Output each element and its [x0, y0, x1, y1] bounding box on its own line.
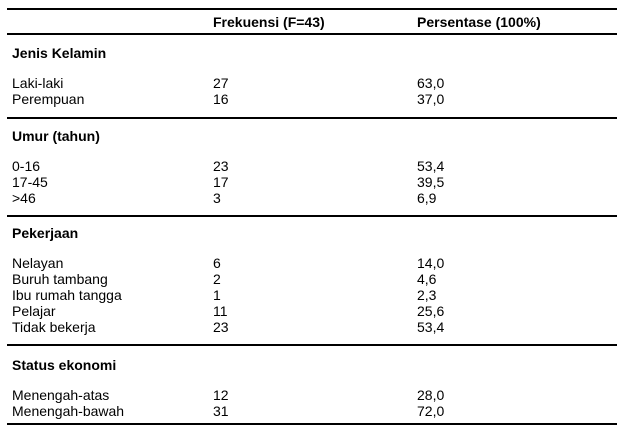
row-frequency: 2 [213, 271, 221, 287]
row-label: Menengah-atas [12, 387, 110, 403]
row-frequency: 31 [213, 403, 229, 419]
section-rows: 0-16 23 53,4 17-45 17 39,5 >46 3 6,9 [7, 158, 617, 206]
table-body: Jenis Kelamin Laki-laki 27 63,0 Perempua… [7, 35, 617, 425]
row-frequency: 6 [213, 255, 221, 271]
row-label: Laki-laki [12, 75, 64, 91]
row-percentage: 2,3 [417, 287, 437, 303]
table-section: Jenis Kelamin Laki-laki 27 63,0 Perempua… [7, 35, 617, 119]
row-frequency: 16 [213, 91, 229, 107]
row-frequency: 3 [213, 190, 221, 206]
table-row: Menengah-atas 12 28,0 [7, 387, 617, 403]
section-heading: Umur (tahun) [12, 128, 100, 144]
table-row: Tidak bekerja 23 53,4 [7, 319, 617, 335]
row-label: Ibu rumah tangga [12, 287, 122, 303]
row-percentage: 39,5 [417, 174, 445, 190]
table-row: Buruh tambang 2 4,6 [7, 271, 617, 287]
row-percentage: 63,0 [417, 75, 445, 91]
row-frequency: 27 [213, 75, 229, 91]
section-rows: Nelayan 6 14,0 Buruh tambang 2 4,6 Ibu r… [7, 255, 617, 335]
row-percentage: 37,0 [417, 91, 445, 107]
table-section: Status ekonomi Menengah-atas 12 28,0 Men… [7, 346, 617, 425]
row-label: Tidak bekerja [12, 319, 96, 335]
row-label: 0-16 [12, 158, 41, 174]
row-percentage: 53,4 [417, 158, 445, 174]
row-label: Nelayan [12, 255, 64, 271]
table-row: 17-45 17 39,5 [7, 174, 617, 190]
section-rows: Laki-laki 27 63,0 Perempuan 16 37,0 [7, 75, 617, 107]
row-percentage: 25,6 [417, 303, 445, 319]
row-label: Menengah-bawah [12, 403, 125, 419]
row-percentage: 6,9 [417, 190, 437, 206]
table-row: 0-16 23 53,4 [7, 158, 617, 174]
row-label: Buruh tambang [12, 271, 108, 287]
section-heading: Pekerjaan [12, 225, 79, 241]
header-cell-empty [7, 14, 213, 30]
section-heading: Jenis Kelamin [12, 45, 107, 61]
row-label: >46 [12, 190, 36, 206]
row-label: Perempuan [12, 91, 85, 107]
row-frequency: 23 [213, 319, 229, 335]
table-row: Nelayan 6 14,0 [7, 255, 617, 271]
section-rows: Menengah-atas 12 28,0 Menengah-bawah 31 … [7, 387, 617, 419]
section-heading: Status ekonomi [12, 357, 117, 373]
row-frequency: 17 [213, 174, 229, 190]
row-percentage: 28,0 [417, 387, 445, 403]
header-cell-frequency: Frekuensi (F=43) [213, 14, 325, 30]
table-row: Laki-laki 27 63,0 [7, 75, 617, 91]
table-row: Perempuan 16 37,0 [7, 91, 617, 107]
row-frequency: 12 [213, 387, 229, 403]
table-row: >46 3 6,9 [7, 190, 617, 206]
table-header-row: Frekuensi (F=43) Persentase (100%) [7, 8, 617, 35]
table-section: Pekerjaan Nelayan 6 14,0 Buruh tambang 2… [7, 217, 617, 346]
table-section: Umur (tahun) 0-16 23 53,4 17-45 17 39,5 … [7, 119, 617, 217]
table-row: Ibu rumah tangga 1 2,3 [7, 287, 617, 303]
header-cell-percentage: Persentase (100%) [417, 14, 541, 30]
row-percentage: 72,0 [417, 403, 445, 419]
table-row: Pelajar 11 25,6 [7, 303, 617, 319]
row-label: Pelajar [12, 303, 56, 319]
row-percentage: 4,6 [417, 271, 437, 287]
table-row: Menengah-bawah 31 72,0 [7, 403, 617, 419]
row-frequency: 1 [213, 287, 221, 303]
row-frequency: 23 [213, 158, 229, 174]
row-percentage: 14,0 [417, 255, 445, 271]
row-percentage: 53,4 [417, 319, 445, 335]
row-label: 17-45 [12, 174, 48, 190]
frequency-table: Frekuensi (F=43) Persentase (100%) Jenis… [7, 8, 617, 425]
row-frequency: 11 [213, 303, 228, 319]
